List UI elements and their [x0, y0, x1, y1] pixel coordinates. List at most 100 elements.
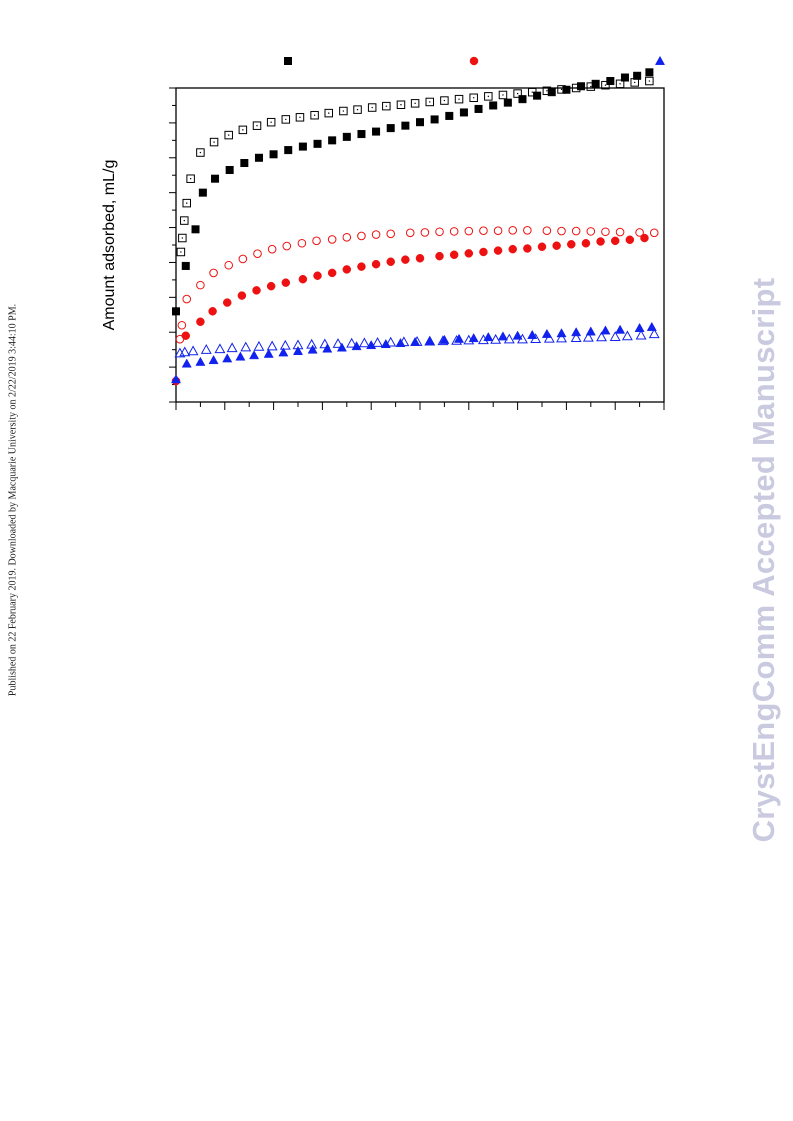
data-point: [556, 332, 567, 343]
data-point-center: [342, 110, 345, 112]
data-point: [557, 226, 566, 236]
data-point: [295, 113, 305, 122]
data-point: [430, 115, 439, 124]
data-point: [440, 96, 449, 105]
data-point: [449, 227, 459, 236]
data-point-center: [199, 151, 202, 154]
data-point-center: [180, 251, 182, 253]
data-point: [182, 198, 191, 208]
data-point: [435, 251, 444, 261]
data-point-center: [181, 237, 184, 239]
data-point-center: [443, 99, 446, 102]
data-point: [176, 247, 186, 257]
data-point: [483, 331, 494, 342]
data-point: [367, 103, 377, 112]
data-point: [567, 240, 576, 249]
data-point: [621, 330, 633, 341]
data-point: [179, 346, 191, 357]
data-point-center: [516, 92, 519, 95]
data-point-center: [356, 108, 359, 111]
data-point: [557, 85, 566, 94]
data-point: [530, 333, 542, 344]
data-point: [238, 125, 248, 135]
data-point: [513, 89, 522, 98]
data-point-center: [560, 88, 563, 91]
data-point: [401, 121, 410, 130]
data-point: [437, 335, 449, 346]
data-point: [279, 339, 291, 350]
data-point: [542, 226, 552, 235]
data-point-center: [648, 80, 651, 82]
data-point-center: [429, 101, 431, 103]
chart-legend: [284, 55, 666, 66]
data-point: [424, 335, 436, 346]
data-point: [581, 239, 591, 248]
data-point: [371, 259, 381, 269]
data-point: [226, 342, 238, 353]
data-point-center: [189, 178, 192, 180]
data-point: [253, 340, 265, 351]
data-marks: [170, 68, 660, 386]
legend-marker: [284, 57, 292, 65]
data-point-center: [242, 129, 244, 131]
data-point-center: [575, 87, 577, 89]
data-point: [209, 268, 218, 278]
data-point: [401, 255, 410, 264]
data-point: [208, 355, 219, 365]
data-point: [181, 358, 192, 368]
data-point: [630, 78, 639, 87]
data-point: [512, 330, 523, 340]
data-point: [541, 328, 552, 338]
data-point: [416, 118, 424, 127]
data-point: [415, 254, 425, 263]
data-point: [615, 79, 625, 89]
data-point: [263, 348, 274, 358]
data-point-center: [590, 85, 592, 88]
data-point: [635, 228, 644, 237]
data-point: [266, 281, 276, 291]
data-point-center: [487, 95, 490, 98]
data-point: [238, 254, 248, 264]
data-point-center: [619, 83, 621, 85]
data-point-center: [472, 97, 475, 99]
data-point: [479, 247, 488, 257]
data-point: [372, 337, 383, 347]
data-point-center: [186, 202, 188, 204]
data-point: [196, 317, 205, 327]
data-point: [625, 235, 635, 245]
data-point: [503, 333, 515, 344]
data-point: [178, 233, 187, 243]
data-point: [648, 328, 660, 339]
data-point-center: [328, 112, 330, 114]
data-point: [454, 333, 465, 343]
series-square-filled: [172, 68, 654, 316]
data-point-center: [285, 118, 287, 121]
data-point: [386, 257, 395, 266]
data-point: [339, 106, 348, 116]
data-point: [420, 228, 430, 237]
data-point: [208, 307, 217, 316]
data-point: [633, 71, 642, 80]
series-triangle-filled: [170, 321, 657, 384]
data-point-center: [400, 104, 402, 106]
data-point: [252, 286, 261, 295]
data-point: [517, 333, 528, 344]
data-point: [312, 236, 321, 246]
data-point: [405, 228, 415, 238]
data-point: [645, 68, 654, 77]
data-point: [253, 249, 262, 259]
axis-ticks: [169, 87, 665, 410]
data-point: [577, 82, 586, 91]
data-point: [235, 351, 246, 361]
data-point: [310, 110, 319, 120]
data-point: [298, 274, 308, 284]
legend-entry: [469, 56, 479, 66]
data-point-center: [385, 105, 388, 107]
data-point: [170, 374, 182, 384]
data-point: [518, 95, 527, 104]
data-point: [552, 241, 561, 250]
data-point: [382, 101, 391, 111]
data-point: [425, 97, 435, 107]
data-point: [358, 337, 370, 348]
data-point-center: [371, 106, 373, 109]
